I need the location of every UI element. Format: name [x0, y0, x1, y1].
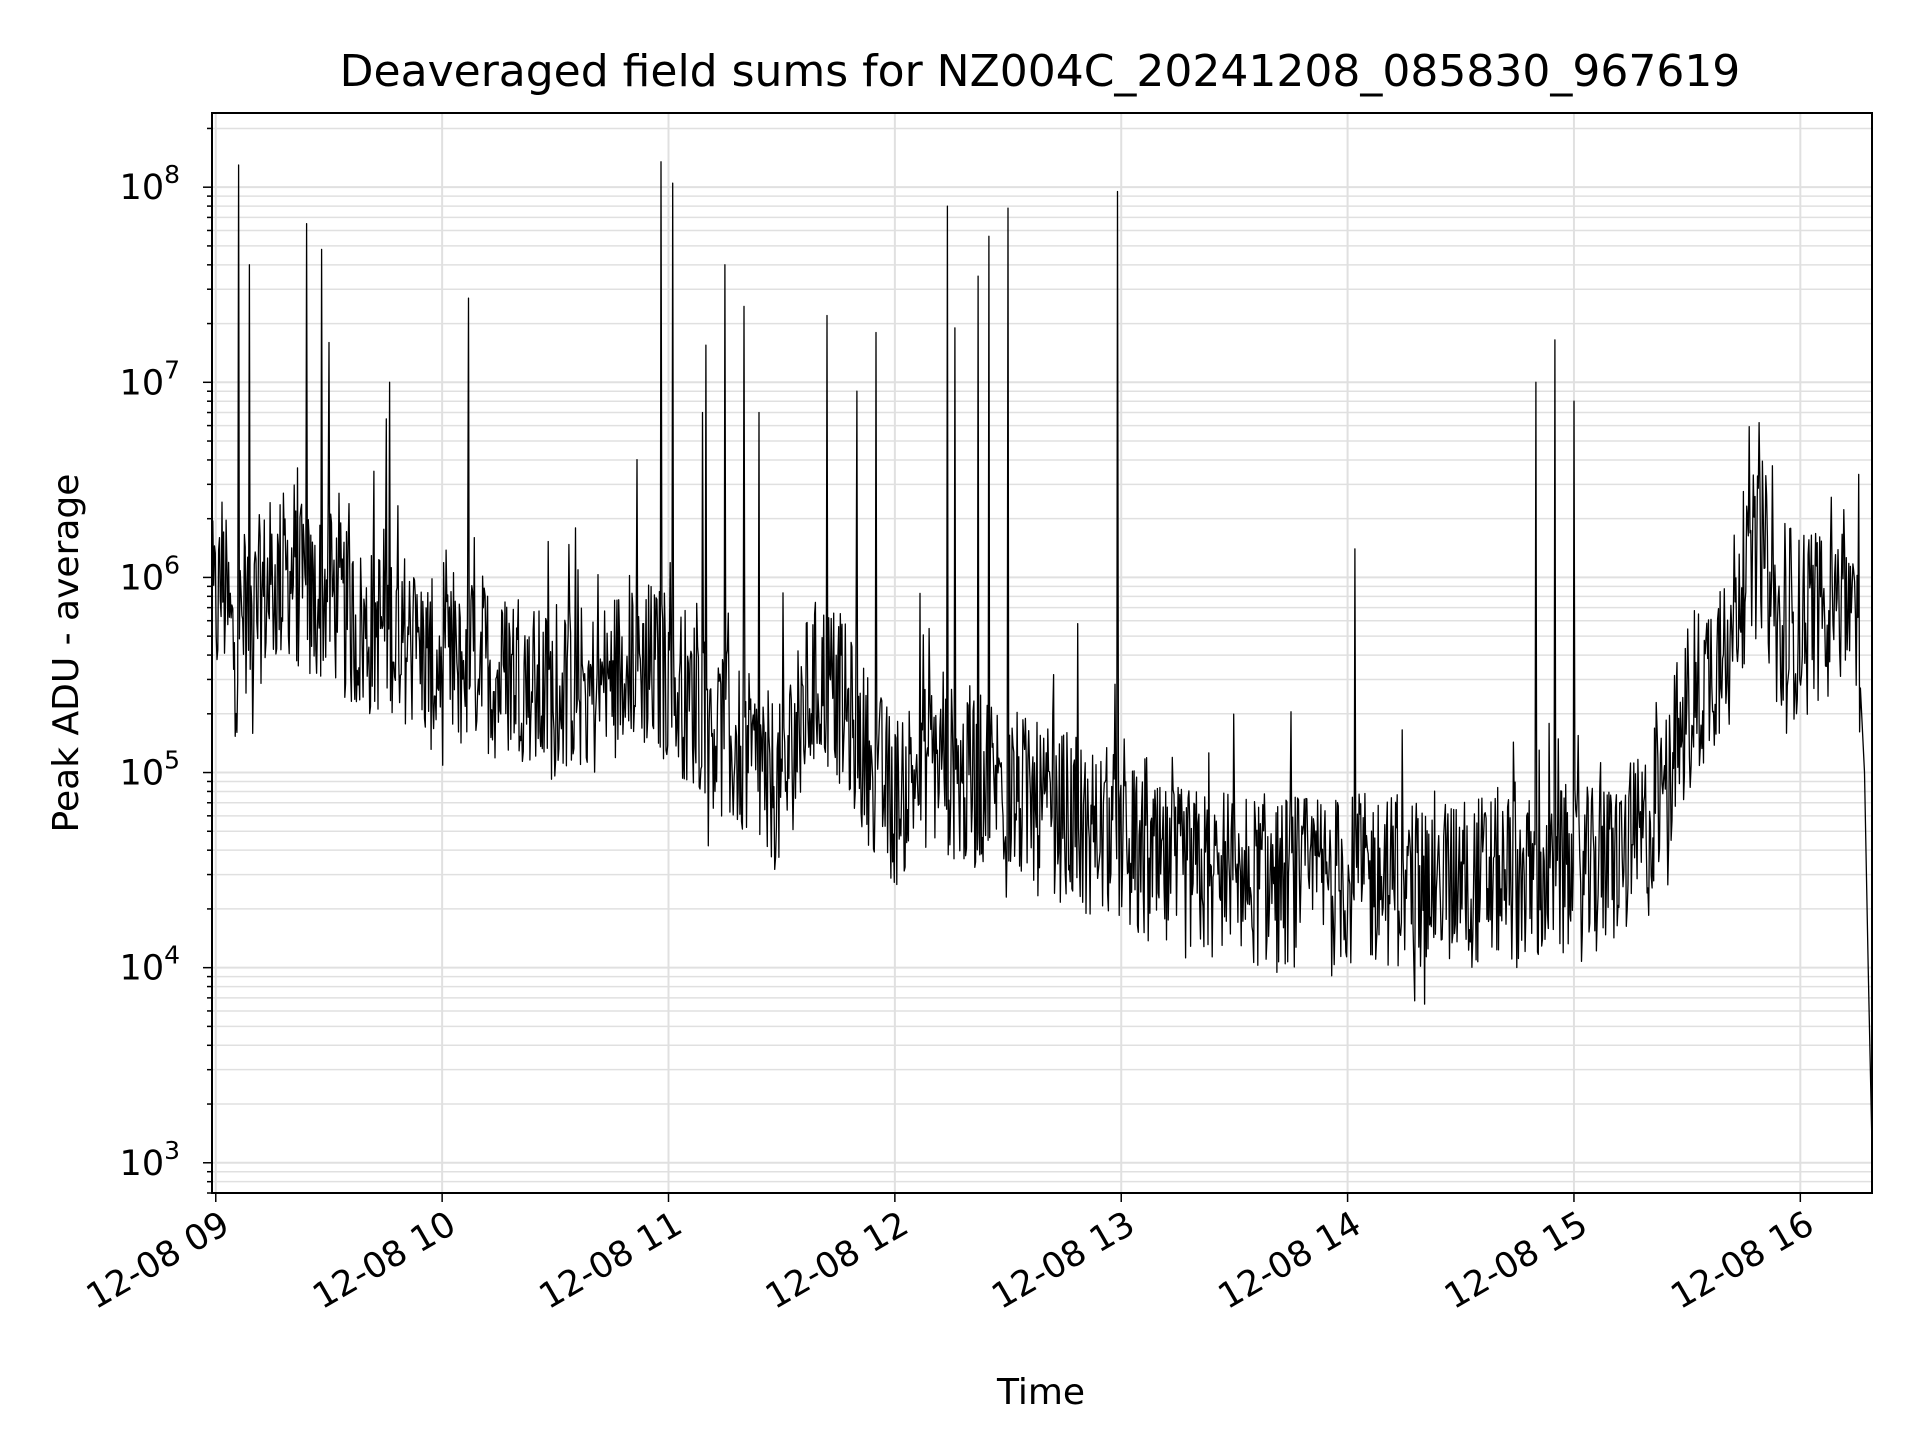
y-tick-label: 105 — [120, 746, 180, 794]
y-axis-ticks: 103 104 105 106 107 108 — [120, 127, 212, 1194]
x-tick-label: 12-08 13 — [985, 1204, 1141, 1317]
y-tick-label: 107 — [120, 355, 180, 403]
series-line-path — [211, 161, 1873, 1148]
plot-frame — [211, 112, 1873, 1194]
y-tick-label: 106 — [120, 550, 180, 598]
y-tick-label: 104 — [120, 941, 180, 989]
x-tick-label: 12-08 15 — [1438, 1204, 1594, 1317]
y-tick-label: 108 — [120, 160, 180, 208]
chart-title: Deaveraged field sums for NZ004C_2024120… — [340, 46, 1741, 97]
x-tick-label: 12-08 11 — [533, 1204, 689, 1317]
x-tick-label: 12-08 10 — [306, 1204, 462, 1317]
x-tick-label: 12-08 09 — [80, 1204, 236, 1317]
x-tick-label: 12-08 12 — [759, 1204, 915, 1317]
y-axis-label: Peak ADU - average — [46, 474, 87, 833]
x-tick-label: 12-08 14 — [1212, 1204, 1368, 1317]
x-axis-ticks: 12-08 09 12-08 10 12-08 11 12-08 12 12-08 13… — [80, 1193, 1821, 1317]
x-axis-label: Time — [996, 1372, 1085, 1413]
y-tick-label: 103 — [120, 1136, 180, 1184]
data-series-line — [211, 161, 1873, 1148]
x-tick-label: 12-08 16 — [1665, 1204, 1821, 1317]
